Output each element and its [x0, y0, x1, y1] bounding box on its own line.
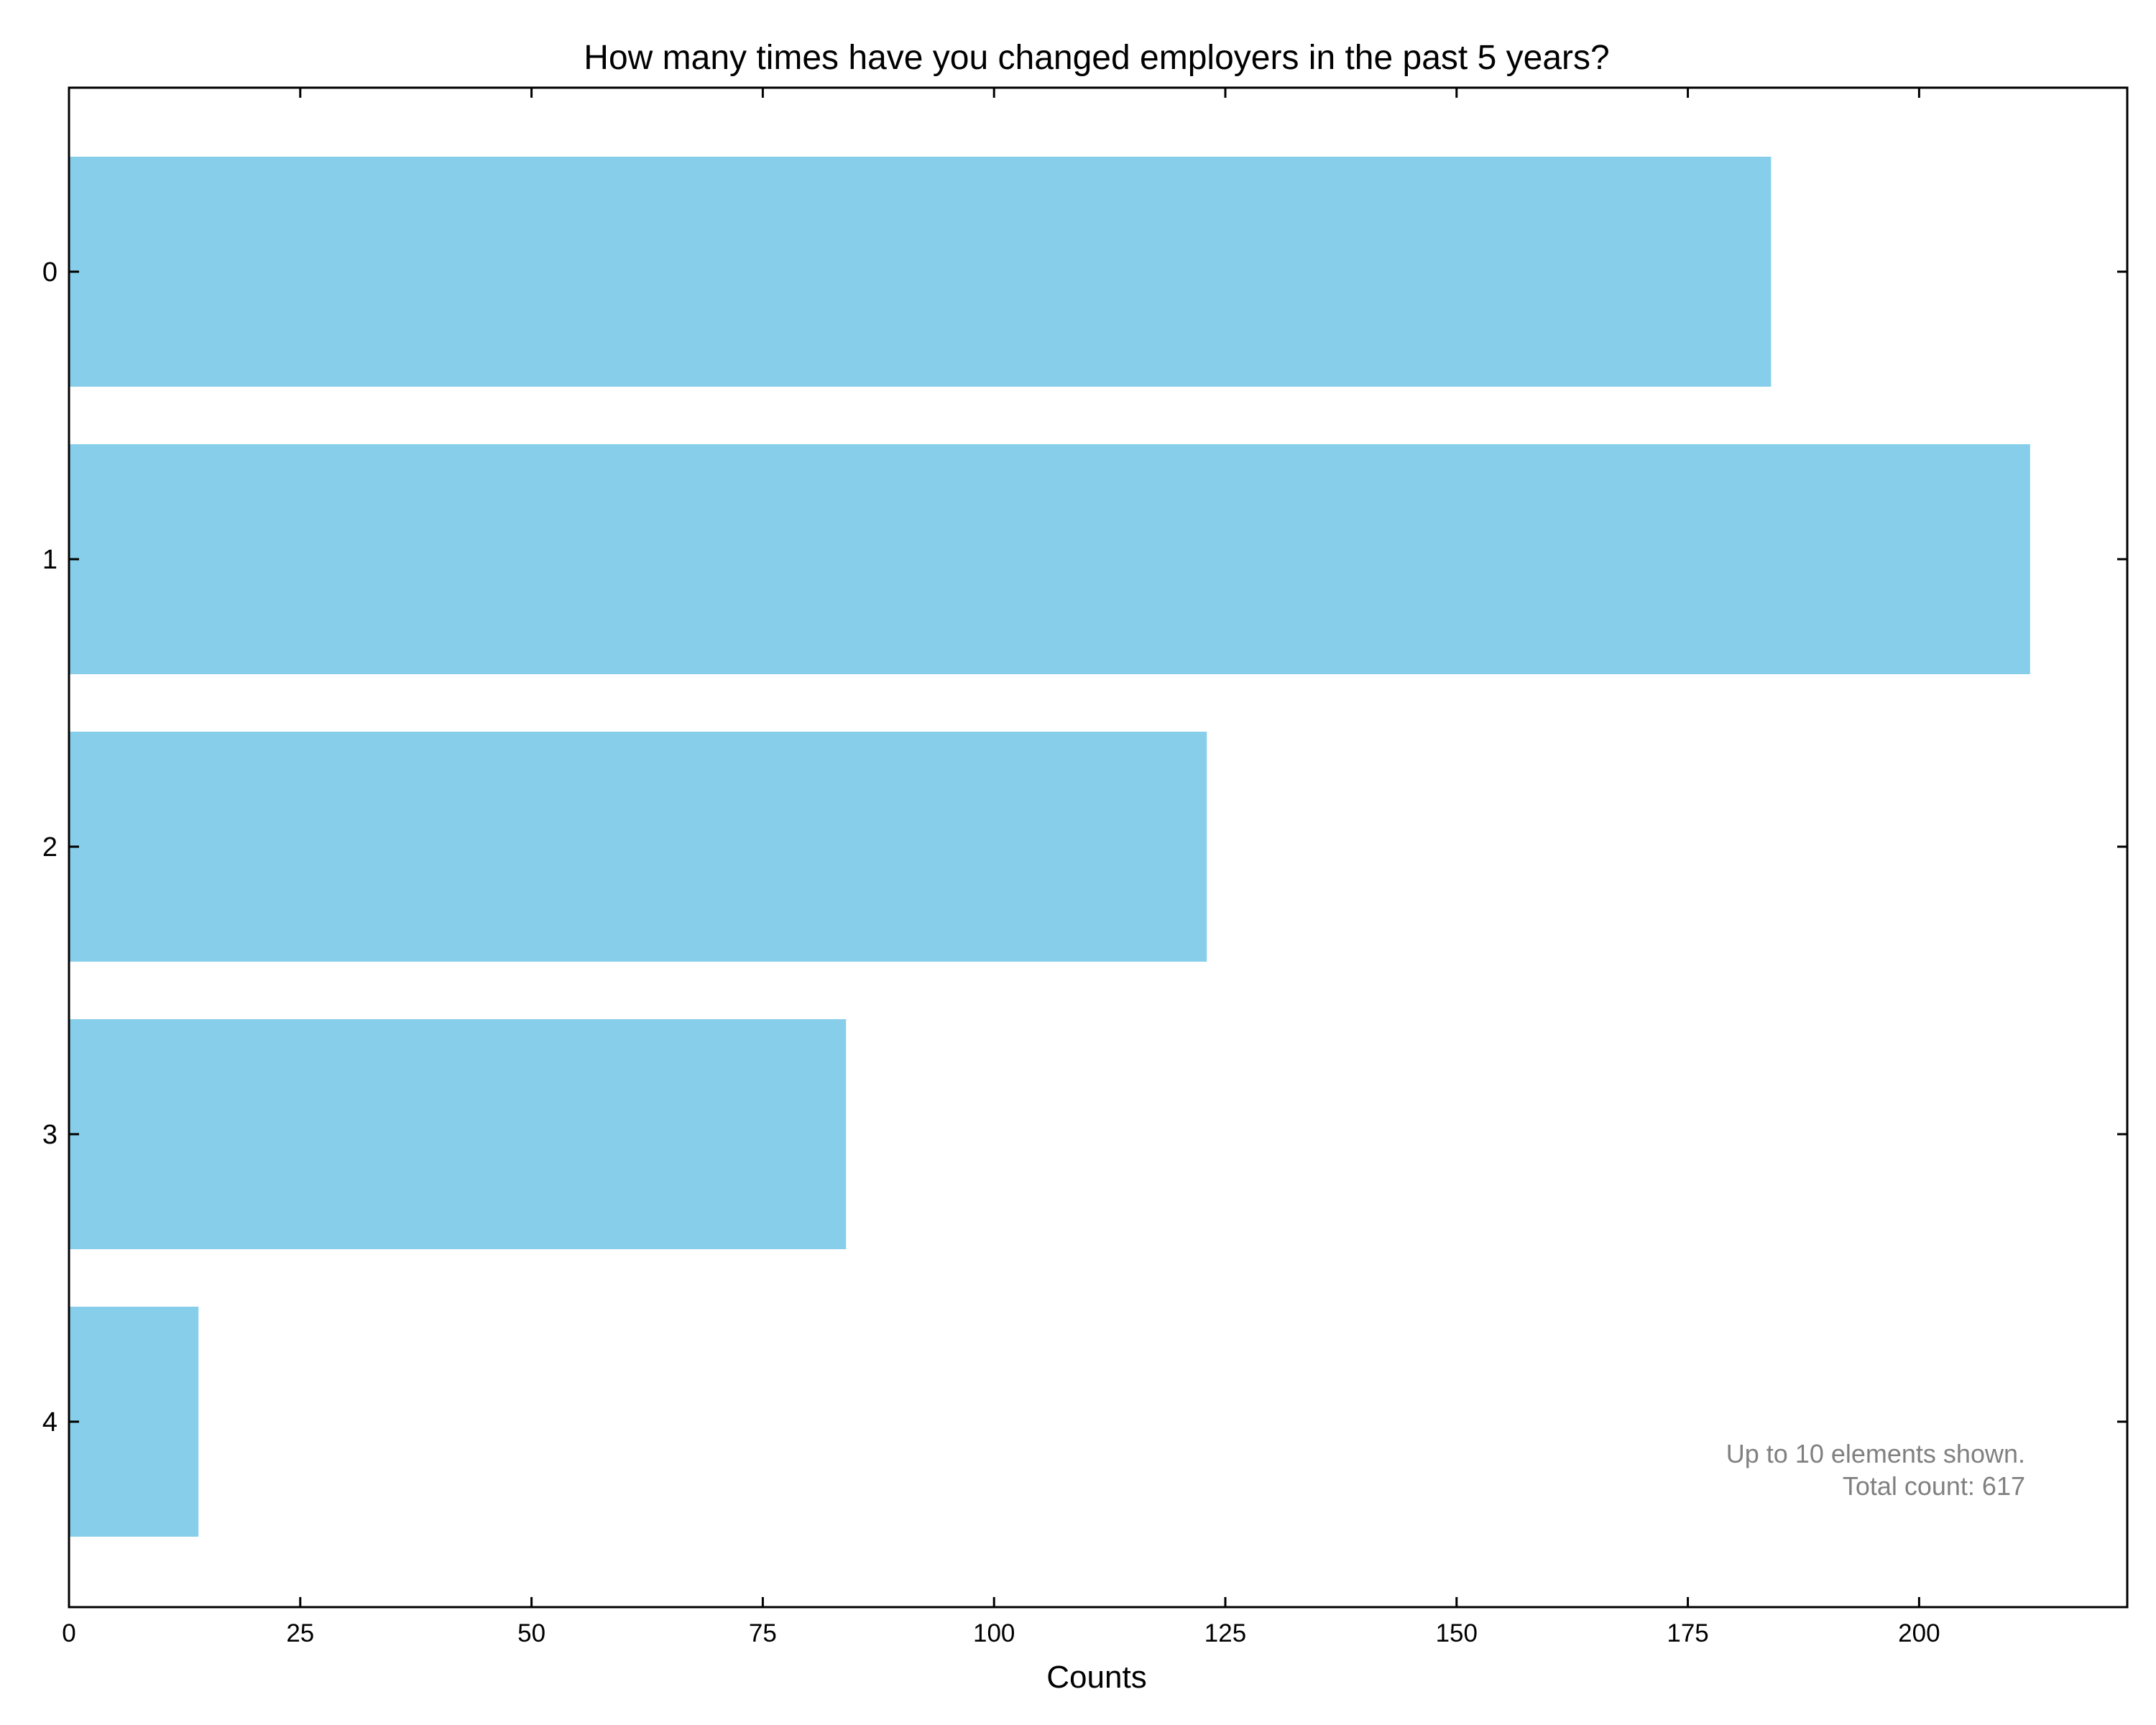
x-tick-label-125: 125 — [1204, 1619, 1246, 1647]
chart-title: How many times have you changed employer… — [584, 39, 1609, 77]
y-tick-label-4: 4 — [42, 1407, 57, 1438]
bar-1 — [69, 444, 2030, 674]
bar-3 — [69, 1019, 847, 1249]
ticks-layer: 0 25 50 75 100 125 150 175 200 0 1 2 3 4 — [42, 88, 2127, 1647]
y-tick-label-2: 2 — [42, 832, 57, 862]
bar-4 — [69, 1307, 199, 1537]
x-tick-label-175: 175 — [1667, 1619, 1708, 1647]
bars-layer — [69, 157, 2030, 1537]
bar-2 — [69, 732, 1207, 962]
plot-frame — [68, 86, 2129, 1609]
bar-0 — [69, 157, 1772, 387]
x-axis-label: Counts — [1046, 1660, 1146, 1695]
x-tick-label-100: 100 — [973, 1619, 1015, 1647]
y-tick-label-1: 1 — [42, 545, 57, 575]
x-tick-label-75: 75 — [749, 1619, 777, 1647]
x-tick-label-50: 50 — [517, 1619, 545, 1647]
y-tick-label-3: 3 — [42, 1120, 57, 1150]
x-tick-label-150: 150 — [1436, 1619, 1478, 1647]
x-tick-label-0: 0 — [62, 1619, 75, 1647]
annotation-elements-shown: Up to 10 elements shown. — [1726, 1439, 2025, 1468]
x-tick-label-25: 25 — [286, 1619, 314, 1647]
annotation-total-count: Total count: 617 — [1843, 1471, 2025, 1501]
x-tick-label-200: 200 — [1898, 1619, 1940, 1647]
y-tick-label-0: 0 — [42, 257, 57, 288]
